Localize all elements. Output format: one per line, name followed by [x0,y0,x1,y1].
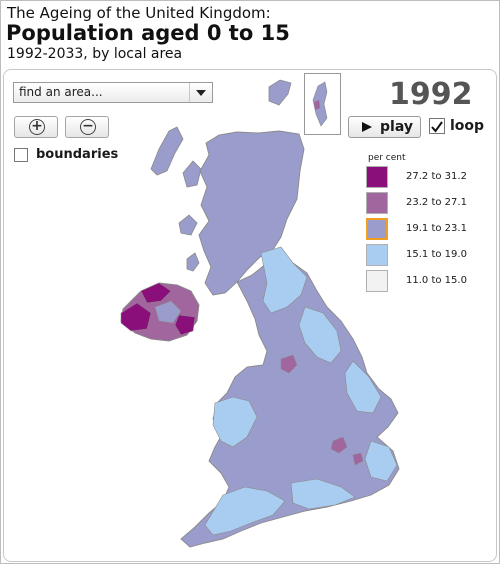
shetland-inset [304,73,341,135]
ni-dark-east[interactable] [174,314,196,336]
legend-range-label: 11.0 to 15.0 [406,275,467,286]
uk-map[interactable] [4,70,496,561]
mull-island[interactable] [178,214,198,236]
light-region-southwest[interactable] [204,486,286,536]
legend-swatch[interactable] [366,244,388,266]
boundaries-checkbox[interactable] [14,148,28,162]
boundaries-label: boundaries [36,147,119,162]
dark-spot-north[interactable] [280,354,298,374]
kicker-title: The Ageing of the United Kingdom: [7,4,271,22]
legend-swatch[interactable] [366,166,388,188]
ni-mid-region[interactable] [154,300,182,324]
area-search-dropdown[interactable]: find an area... [13,82,213,103]
skye-island[interactable] [182,160,202,188]
checkmark-icon [431,121,443,133]
minus-circle-icon: − [80,119,96,135]
play-label: play [380,119,413,135]
play-triangle-icon [362,122,372,132]
loop-checkbox[interactable] [429,118,445,134]
legend-range-label: 19.1 to 23.1 [406,223,467,234]
zoom-in-button[interactable]: + [14,116,58,138]
play-button[interactable]: play [348,116,421,138]
dark-spot-london[interactable] [352,452,364,466]
legend-swatch[interactable] [366,192,388,214]
shetland-islands [312,81,328,127]
light-region-wales[interactable] [212,396,258,448]
zoom-out-button[interactable]: − [65,116,109,138]
page-title: Population aged 0 to 15 [6,21,290,45]
chevron-down-icon[interactable] [189,83,212,102]
legend-range-label: 15.1 to 19.0 [406,249,467,260]
legend-range-label: 27.2 to 31.2 [406,171,467,182]
light-region-northeast[interactable] [260,246,308,314]
area-search-value: find an area... [19,85,103,99]
light-region-south[interactable] [290,478,356,510]
map-panel[interactable] [3,69,497,562]
dark-spot-midlands[interactable] [330,436,348,454]
scotland-islands-north[interactable] [268,79,292,106]
legend-swatch[interactable] [366,270,388,292]
islay-island[interactable] [186,252,200,272]
loop-label: loop [450,118,485,134]
ni-dark-north[interactable] [140,282,172,304]
shetland-inset-map [312,81,328,127]
light-region-east[interactable] [344,360,382,414]
legend-range-label: 23.2 to 27.1 [406,197,467,208]
scotland-islands-west[interactable] [150,126,184,176]
light-region-yorkshire[interactable] [298,306,342,364]
ni-dark-west[interactable] [120,302,152,332]
page-subtitle: 1992-2033, by local area [7,46,183,62]
legend-swatch[interactable] [366,218,388,240]
legend-title: per cent [368,153,406,163]
light-region-kent[interactable] [364,440,398,482]
england-wales-region[interactable] [180,254,400,548]
plus-circle-icon: + [29,119,45,135]
scotland-region[interactable] [198,130,305,296]
shetland-dark-spot [314,100,320,110]
year-display: 1992 [389,77,473,112]
